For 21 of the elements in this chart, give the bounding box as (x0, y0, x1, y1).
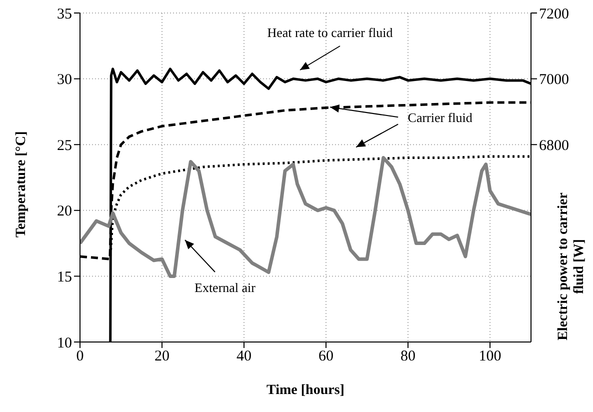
y-tick-label: 20 (57, 204, 72, 220)
x-tick-label: 40 (236, 348, 252, 365)
x-tick-label: 100 (478, 348, 502, 365)
x-tick-label: 20 (154, 348, 170, 365)
x-axis-title: Time [hours] (266, 383, 344, 398)
x-tick-label: 0 (76, 348, 84, 365)
x-tick-label: 80 (400, 348, 416, 365)
y2-tick-label: 7200 (539, 6, 569, 22)
annotation: Carrier fluid (408, 110, 473, 126)
y-tick-label: 30 (57, 72, 72, 88)
x-tick-label: 60 (318, 348, 334, 365)
y-tick-label: 15 (57, 270, 72, 286)
annotation: Heat rate to carrier fluid (267, 25, 394, 40)
y-tick-label: 25 (57, 138, 72, 154)
y2-axis-title: Electric power to carrier fluid [W] (556, 192, 587, 340)
y-axis-title: Temperature [°C] (14, 131, 29, 238)
y2-tick-label: 7000 (539, 72, 569, 88)
y-tick-label: 10 (57, 335, 72, 352)
y2-tick-label: 6800 (539, 138, 569, 154)
annotation: External air (194, 280, 256, 295)
y-tick-label: 35 (57, 6, 72, 22)
